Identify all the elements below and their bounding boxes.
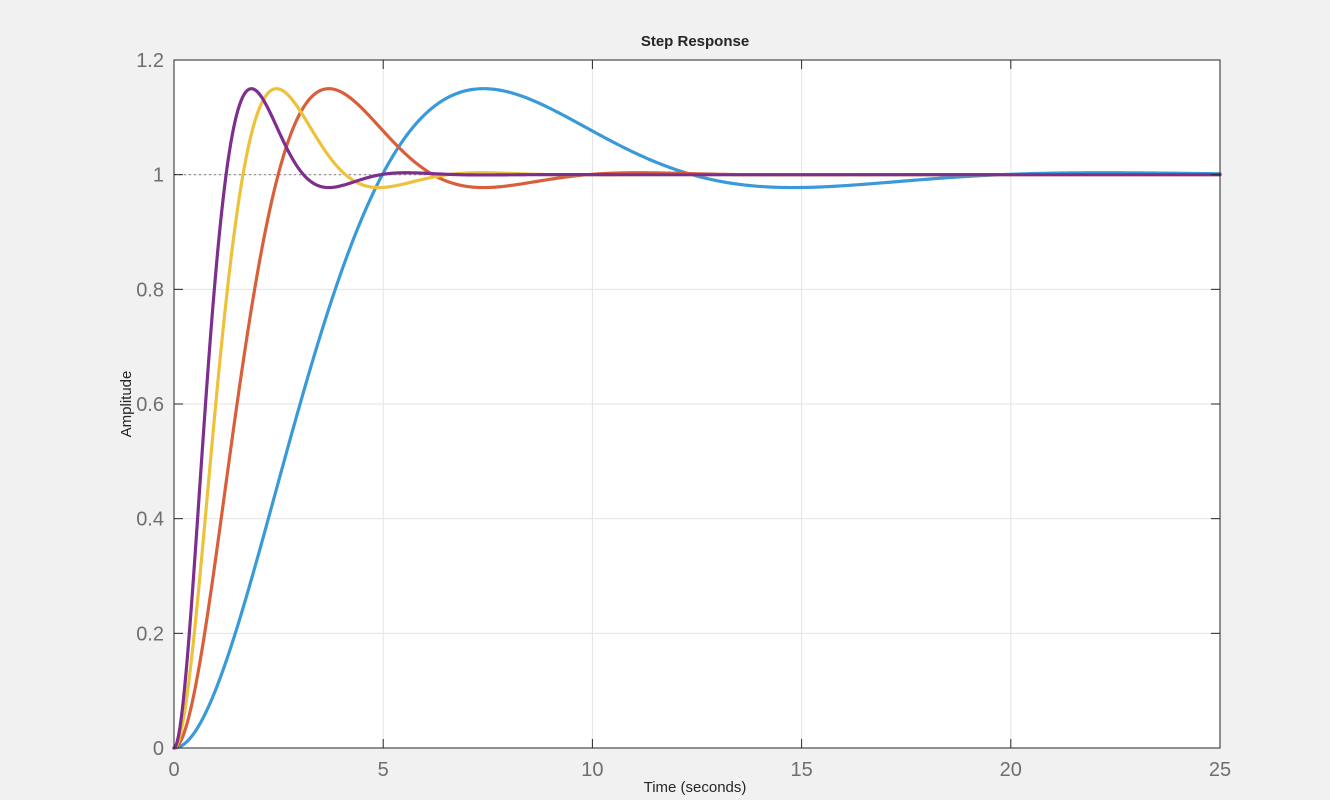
tick-marks — [173, 59, 1221, 749]
series-line-4 — [172, 87, 1222, 750]
x-tick-label: 10 — [581, 759, 603, 781]
x-tick-label: 15 — [790, 759, 812, 781]
x-tick-label: 0 — [168, 759, 179, 781]
y-tick-labels: 0 0.2 0.4 0.6 0.8 1 1.2 — [136, 50, 164, 760]
chart-title: Step Response — [641, 33, 749, 50]
y-tick-label: 1 — [153, 165, 164, 187]
x-tick-label: 20 — [1000, 759, 1022, 781]
series-group — [172, 87, 1222, 750]
y-tick-label: 1.2 — [136, 50, 164, 72]
y-tick-label: 0 — [153, 738, 164, 760]
y-tick-label: 0.4 — [136, 509, 164, 531]
x-tick-labels: 0 5 10 15 20 25 — [168, 759, 1231, 781]
y-tick-label: 0.6 — [136, 394, 164, 416]
y-tick-label: 0.8 — [136, 279, 164, 301]
y-tick-label: 0.2 — [136, 623, 164, 645]
x-axis-label: Time (seconds) — [644, 779, 747, 796]
y-axis-label: Amplitude — [118, 371, 135, 438]
x-tick-label: 25 — [1209, 759, 1231, 781]
x-tick-label: 5 — [378, 759, 389, 781]
